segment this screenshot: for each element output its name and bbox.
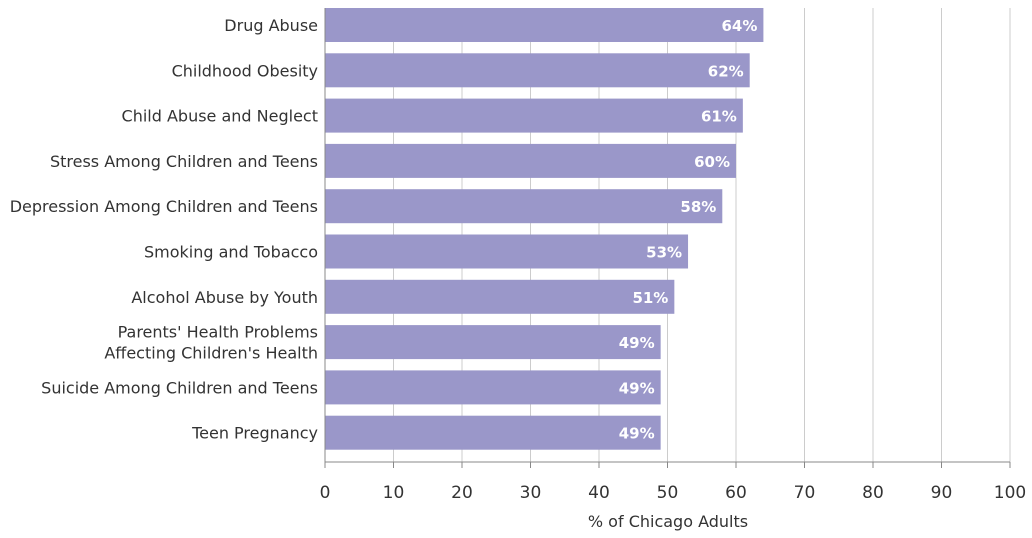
bar-value-label-3: 60% [694,153,730,171]
bar-value-label-1: 62% [708,62,744,80]
bar-4 [325,189,723,224]
x-tick-label-70: 70 [794,483,816,503]
bar-6 [325,279,675,314]
x-tick-label-0: 0 [320,483,331,503]
bar-0 [325,8,764,42]
bar-9 [325,415,661,450]
x-tick-label-30: 30 [520,483,542,503]
bar-value-label-6: 51% [632,289,668,307]
x-tick-label-50: 50 [657,483,679,503]
bar-5 [325,234,689,269]
bar-value-label-4: 58% [680,198,716,216]
x-axis-title: % of Chicago Adults [588,512,748,531]
x-tick-label-40: 40 [588,483,610,503]
category-label-4: Depression Among Children and Teens [10,197,318,216]
bar-8 [325,370,661,405]
bar-3 [325,143,736,178]
x-tick-label-60: 60 [725,483,747,503]
category-label-5: Smoking and Tobacco [144,243,318,262]
x-tick-label-100: 100 [994,483,1026,503]
category-label-7-line-0: Parents' Health Problems [118,323,318,342]
category-label-1: Childhood Obesity [172,61,318,80]
bar-1 [325,53,750,88]
bar-7 [325,325,661,360]
category-label-9: Teen Pregnancy [191,424,318,443]
bar-value-label-9: 49% [619,425,655,443]
bar-value-label-8: 49% [619,379,655,397]
category-label-3: Stress Among Children and Teens [50,152,318,171]
x-tick-label-10: 10 [383,483,405,503]
bar-value-label-2: 61% [701,108,737,126]
bars: 64% 62% 61% 60% 58% 53% 51% 49% 49% 49% [325,8,764,450]
x-tick-label-90: 90 [931,483,953,503]
category-label-0: Drug Abuse [224,16,318,35]
category-labels: Drug Abuse Childhood Obesity Child Abuse a… [10,16,318,443]
category-label-2: Child Abuse and Neglect [122,107,318,126]
x-tick-label-20: 20 [451,483,473,503]
x-axis: 0 10 20 30 40 50 60 70 80 90 100 [320,8,1026,503]
category-label-6: Alcohol Abuse by Youth [131,288,318,307]
bar-value-label-0: 64% [721,17,757,35]
bar-value-label-5: 53% [646,244,682,262]
category-label-8: Suicide Among Children and Teens [41,378,318,397]
bar-2 [325,98,743,133]
x-tick-label-80: 80 [862,483,884,503]
bar-value-label-7: 49% [619,334,655,352]
category-label-7-line-1: Affecting Children's Health [104,344,318,363]
